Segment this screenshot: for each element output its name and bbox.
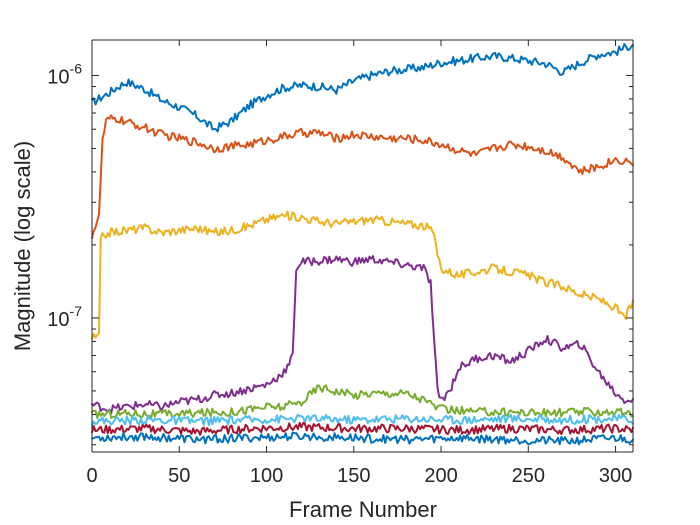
x-axis-label: Frame Number	[289, 497, 437, 522]
x-tick-label: 100	[250, 465, 283, 487]
x-tick-label: 300	[599, 465, 632, 487]
ticks-layer: 0 50 100 150 200 250 300 10-7 10-6	[47, 40, 633, 487]
series-line-8	[91, 431, 634, 446]
y-tick-label: 10-6	[47, 60, 82, 88]
x-tick-label: 150	[337, 465, 370, 487]
series-layer	[91, 43, 634, 446]
series-line-6	[91, 413, 634, 427]
series-line-2	[91, 114, 634, 240]
x-tick-label: 50	[168, 465, 190, 487]
y-tick-label: 10-7	[47, 303, 82, 331]
series-line-3	[91, 210, 634, 340]
x-tick-label: 250	[512, 465, 545, 487]
series-line-1	[91, 43, 634, 133]
series-line-7	[91, 421, 634, 436]
y-axis-label: Magnitude (log scale)	[10, 141, 35, 351]
series-line-4	[91, 255, 634, 415]
x-tick-label: 0	[86, 465, 97, 487]
series-line-5	[91, 384, 634, 419]
x-tick-label: 200	[424, 465, 457, 487]
axes-layer	[91, 39, 634, 453]
